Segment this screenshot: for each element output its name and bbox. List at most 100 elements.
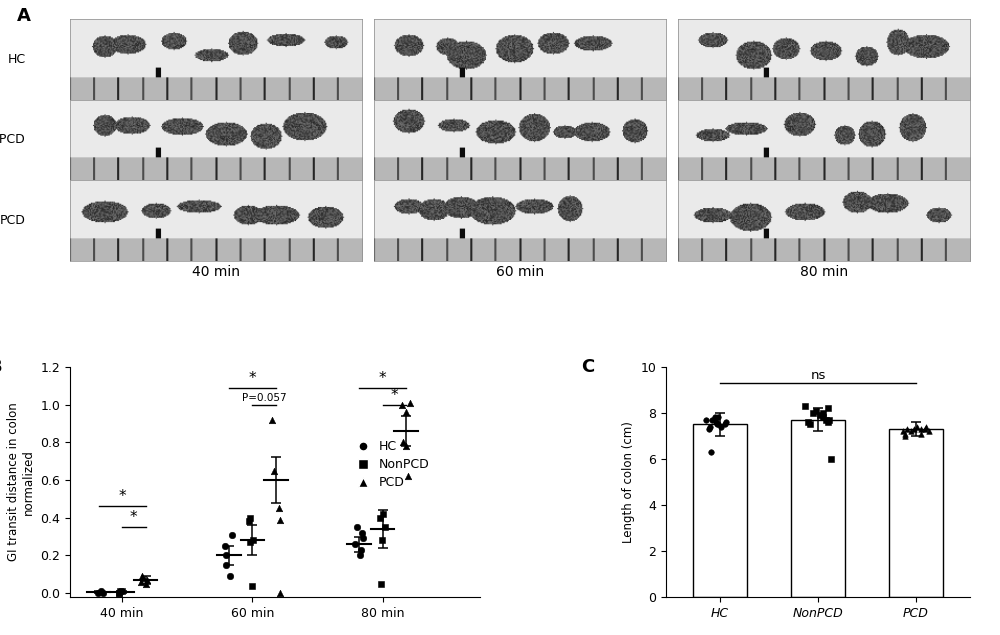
Point	[373, 578, 389, 589]
Text: *: *	[249, 371, 256, 385]
Point	[95, 588, 111, 598]
Point	[374, 535, 390, 545]
Point	[702, 422, 718, 432]
Point	[242, 537, 258, 547]
Point	[139, 575, 155, 585]
Point	[808, 405, 824, 415]
Point	[133, 577, 149, 587]
Point	[897, 431, 913, 441]
Y-axis label: Length of colon (cm): Length of colon (cm)	[622, 421, 635, 543]
Point	[821, 415, 837, 425]
Point	[375, 509, 391, 519]
Text: B: B	[0, 358, 2, 375]
Point	[895, 426, 911, 436]
Point	[347, 539, 363, 549]
Point	[272, 514, 288, 525]
Point	[349, 522, 365, 532]
Y-axis label: HC: HC	[7, 53, 26, 66]
Point	[111, 588, 127, 598]
Bar	[791, 420, 845, 597]
Text: *: *	[118, 490, 126, 504]
Point	[395, 437, 411, 447]
Point	[921, 426, 937, 436]
Point	[354, 528, 370, 538]
Point	[913, 429, 929, 439]
Point	[135, 573, 151, 583]
Point	[897, 429, 913, 439]
Point	[111, 588, 127, 598]
Point	[400, 471, 416, 481]
Y-axis label: GI transit distance in colon
normalized: GI transit distance in colon normalized	[7, 403, 35, 561]
Point	[797, 401, 813, 411]
Point	[800, 417, 816, 427]
Point	[224, 530, 240, 540]
Point	[394, 399, 410, 410]
Point	[917, 424, 933, 434]
Point	[218, 560, 234, 570]
Point	[372, 512, 388, 523]
Point	[398, 407, 414, 417]
Point	[134, 571, 150, 581]
Point	[264, 415, 280, 425]
Text: *: *	[379, 371, 386, 385]
Point	[245, 535, 261, 545]
Text: P=0.057: P=0.057	[242, 392, 286, 403]
Point	[820, 403, 836, 413]
Y-axis label: NonPCD: NonPCD	[0, 133, 26, 146]
Point	[802, 419, 818, 429]
Point	[805, 408, 821, 418]
Legend: HC, NonPCD, PCD: HC, NonPCD, PCD	[348, 438, 432, 491]
Bar	[693, 424, 747, 597]
Point	[90, 588, 106, 598]
X-axis label: 80 min: 80 min	[800, 265, 848, 279]
Point	[717, 419, 733, 429]
Point	[815, 412, 831, 422]
Point	[355, 533, 371, 544]
X-axis label: 40 min: 40 min	[192, 265, 240, 279]
Text: C: C	[581, 358, 594, 375]
Point	[398, 441, 414, 451]
Text: ns: ns	[810, 369, 826, 382]
Text: A: A	[17, 7, 31, 25]
Point	[266, 465, 282, 476]
Point	[710, 412, 726, 422]
Point	[217, 541, 233, 551]
Point	[93, 586, 109, 596]
Point	[114, 586, 130, 596]
Point	[710, 419, 726, 429]
Y-axis label: PCD: PCD	[0, 214, 26, 227]
Point	[707, 412, 723, 422]
Point	[241, 516, 257, 526]
Point	[812, 410, 828, 420]
Point	[377, 522, 393, 532]
Point	[138, 578, 154, 589]
Point	[823, 454, 839, 464]
Point	[352, 551, 368, 561]
Point	[713, 422, 729, 432]
Point	[698, 415, 714, 425]
Point	[818, 415, 834, 425]
Point	[909, 422, 925, 432]
Point	[709, 419, 725, 429]
Point	[718, 417, 734, 427]
Point	[913, 424, 929, 434]
Point	[903, 426, 919, 436]
Point	[708, 417, 724, 427]
Bar	[889, 429, 943, 597]
X-axis label: 60 min: 60 min	[496, 265, 544, 279]
Point	[222, 571, 238, 581]
Point	[218, 551, 234, 561]
Point	[402, 398, 418, 408]
Text: *: *	[391, 387, 398, 403]
Point	[704, 415, 720, 425]
Point	[242, 512, 258, 523]
Point	[906, 424, 922, 434]
Point	[112, 586, 128, 596]
Point	[815, 408, 831, 418]
Point	[244, 580, 260, 591]
Point	[272, 588, 288, 598]
Text: *: *	[130, 511, 138, 525]
Point	[899, 424, 915, 434]
Point	[820, 417, 836, 427]
Point	[701, 424, 717, 434]
